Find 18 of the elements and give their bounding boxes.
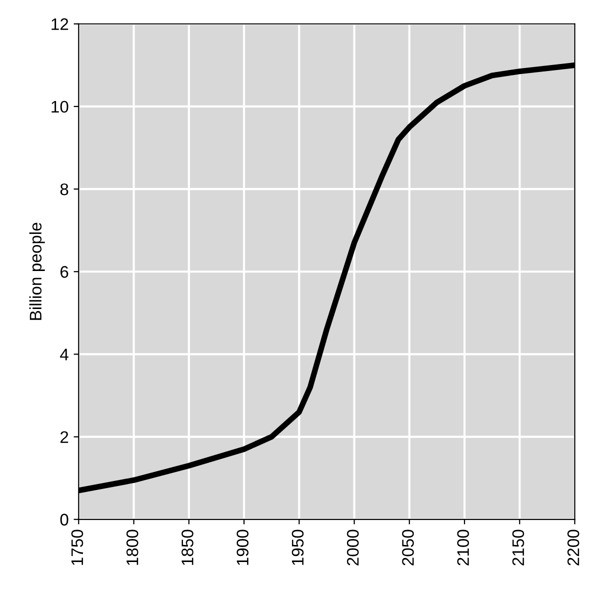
x-tick-label: 1850 bbox=[182, 530, 194, 565]
x-tick-label: 2000 bbox=[346, 530, 359, 566]
y-tick-label: 2 bbox=[60, 431, 68, 443]
x-tick-label: 2200 bbox=[567, 530, 580, 566]
x-tick-label: 2050 bbox=[402, 530, 414, 566]
y-axis-title: Billion people bbox=[29, 222, 45, 320]
y-tick-label: 10 bbox=[52, 100, 68, 113]
x-tick-label: 1900 bbox=[236, 530, 248, 565]
x-tick-label: 1800 bbox=[126, 530, 138, 565]
y-tick-label: 8 bbox=[60, 183, 68, 196]
x-tick-label: 1950 bbox=[292, 530, 304, 565]
y-tick-label: 0 bbox=[60, 514, 68, 526]
x-tick-label: 2150 bbox=[512, 530, 524, 566]
x-tick-label: 1750 bbox=[71, 530, 84, 565]
x-tick-label: 2100 bbox=[457, 530, 469, 566]
y-tick-label: 12 bbox=[52, 18, 68, 30]
y-tick-label: 4 bbox=[60, 348, 68, 360]
y-tick-label: 6 bbox=[60, 266, 68, 278]
